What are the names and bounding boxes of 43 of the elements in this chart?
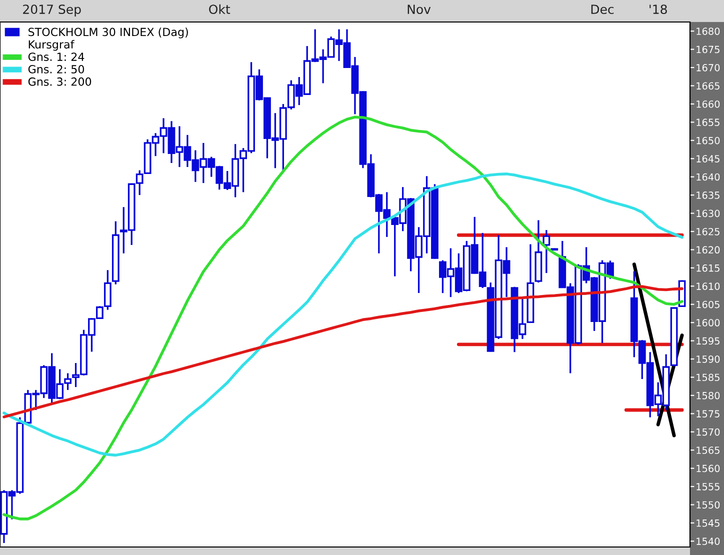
y-tick-label: 1670 [696, 64, 720, 72]
y-tick-label: 1565 [696, 446, 720, 454]
x-tick-label: '18 [650, 4, 667, 14]
y-tick-label: 1600 [696, 319, 720, 326]
legend-label: Gns. 2: 50 [28, 65, 84, 74]
y-tick-label: 1550 [696, 501, 720, 509]
y-tick-label: 1580 [696, 392, 720, 400]
y-tick-label: 1665 [696, 82, 720, 90]
line-series [2, 116, 684, 520]
y-tick-label: 1625 [696, 228, 720, 236]
x-tick-label: 2017 Sep [23, 4, 81, 16]
legend-label: Gns. 3: 200 [28, 77, 92, 86]
y-tick-label: 1640 [696, 173, 720, 181]
y-tick-label: 1555 [696, 483, 720, 490]
y-tick-label: 1575 [696, 410, 720, 418]
x-tick-label: Nov [408, 4, 431, 14]
y-tick-label: 1650 [696, 136, 720, 144]
x-tick-label: Dec [591, 4, 614, 14]
candlestick [542, 229, 550, 274]
y-tick-label: 1655 [696, 118, 720, 126]
legend-label: Gns. 1: 24 [28, 52, 84, 61]
y-tick-label: 1590 [696, 355, 720, 363]
y-tick-label: 1630 [696, 210, 720, 218]
legend-title: Kursgraf [28, 40, 74, 51]
y-tick-label: 1540 [696, 538, 720, 546]
y-tick-label: 1610 [696, 282, 720, 290]
y-tick-label: 1570 [696, 428, 720, 436]
y-tick-label: 1605 [696, 300, 720, 308]
legend-label: STOCKHOLM 30 INDEX (Dag) [28, 28, 188, 38]
y-tick-label: 1635 [696, 192, 720, 199]
y-tick-label: 1620 [696, 246, 720, 254]
y-tick-label: 1675 [696, 46, 720, 54]
y-tick-label: 1660 [696, 100, 720, 108]
line-series [2, 172, 684, 457]
y-tick-label: 1680 [696, 28, 720, 35]
y-tick-label: 1560 [696, 464, 720, 472]
y-tick-label: 1595 [696, 337, 720, 345]
y-tick-label: 1545 [696, 520, 720, 527]
y-tick-label: 1585 [696, 374, 720, 382]
x-tick-label: Okt [209, 4, 230, 14]
y-tick-label: 1615 [696, 264, 720, 272]
line-series [2, 285, 684, 418]
y-tick-label: 1645 [696, 155, 720, 162]
